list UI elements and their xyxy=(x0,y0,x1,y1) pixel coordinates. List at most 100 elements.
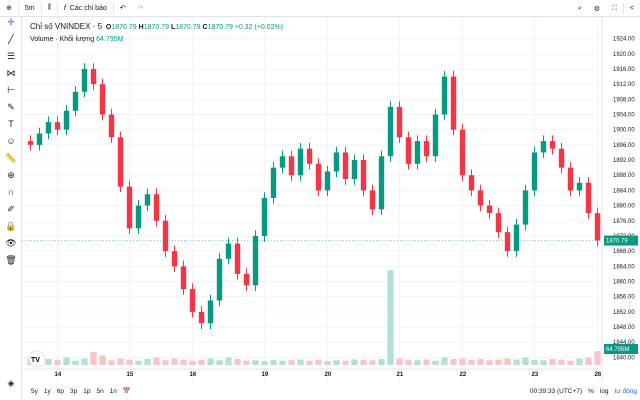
clock: 00:39:33 (UTC+7) xyxy=(529,387,583,395)
x-tick-label: 21 xyxy=(397,372,404,378)
undo-icon[interactable]: ↶ xyxy=(119,5,126,12)
lock-draw-icon[interactable]: ✐ xyxy=(7,203,15,214)
volume-label: Volume · Khối lượng xyxy=(30,36,95,43)
y-tick-label: 1868.00 xyxy=(613,249,635,255)
trendline-icon[interactable]: ╱ xyxy=(8,33,14,44)
y-tick-label: 1924.00 xyxy=(613,37,635,43)
volume-bar xyxy=(81,358,88,365)
y-tick-label: 1888.00 xyxy=(613,173,635,179)
measure-icon[interactable]: ⊢ xyxy=(7,84,15,95)
candle xyxy=(414,141,421,164)
volume-bar xyxy=(360,359,367,365)
volume-bar xyxy=(306,360,313,365)
y-tick-label: 1920.00 xyxy=(613,52,635,58)
quick-search-icon[interactable]: ⌕ xyxy=(577,4,582,12)
auto-toggle[interactable]: tự động xyxy=(614,387,637,395)
x-tick-label: 16 xyxy=(190,372,197,378)
volume-bar xyxy=(117,358,124,365)
candle xyxy=(63,110,70,130)
candle xyxy=(531,152,538,191)
trash-icon[interactable]: 🗑 xyxy=(5,254,17,265)
interval-button[interactable]: 5m xyxy=(24,4,35,12)
volume-bar xyxy=(594,351,601,365)
magnet-icon[interactable]: ∩ xyxy=(7,187,15,197)
volume-bar xyxy=(351,359,358,365)
price-chart[interactable]: 1924.00 1920.00 1916.00 1912.00 1908.00 1904.… xyxy=(22,17,640,382)
volume-bar xyxy=(504,358,511,365)
candle xyxy=(513,224,520,252)
calendar-icon[interactable]: 📅 xyxy=(122,388,132,395)
range-6p[interactable]: 6p xyxy=(56,387,64,395)
brush-icon[interactable]: ✎ xyxy=(7,101,15,112)
candle xyxy=(135,205,142,229)
candle xyxy=(216,258,223,301)
tradingview-logo-text: TV xyxy=(31,357,40,364)
candle xyxy=(396,106,403,138)
range-3p[interactable]: 3p xyxy=(69,387,78,395)
volume-value: 64.795M xyxy=(96,36,124,43)
top-toolbar: ⊕ 5m ⫼ f Các chỉ báo ↶ ↷ ⌕ ⚙ ⛶ < xyxy=(0,0,640,17)
range-5y[interactable]: 5y xyxy=(31,387,38,395)
candle xyxy=(387,106,394,157)
percent-toggle[interactable]: % xyxy=(588,387,594,395)
candle xyxy=(360,160,367,191)
candle xyxy=(180,266,187,290)
candle xyxy=(45,122,52,134)
volume-bar xyxy=(45,358,52,365)
volume-bar xyxy=(531,359,538,365)
zoom-in-icon[interactable]: ⊕ xyxy=(7,169,15,180)
redo-icon[interactable]: ↷ xyxy=(137,5,144,12)
volume-bar xyxy=(558,359,565,365)
x-tick-label: 26 xyxy=(595,372,602,378)
crosshair-icon[interactable]: ✛ xyxy=(7,16,15,27)
volume-bar xyxy=(549,358,556,365)
y-tick-label: 1884.00 xyxy=(613,188,635,194)
drawing-toolbar: ✛ ╱ ☰ ⋈ ⊢ ✎ T ☺ 📏 ⊕ ∩ ✐ 🔒 👁 🗑 ◈ xyxy=(0,17,22,400)
y-tick-label: 1900.00 xyxy=(613,128,635,134)
y-tick-label: 1880.00 xyxy=(613,204,635,210)
plus-circle-icon[interactable]: ⊕ xyxy=(6,5,12,12)
log-toggle[interactable]: log xyxy=(599,387,609,395)
emoji-icon[interactable]: ☺ xyxy=(6,136,16,146)
indicators-button[interactable]: f Các chỉ báo xyxy=(58,0,113,17)
candle xyxy=(486,205,493,214)
object-tree-icon[interactable]: ◈ xyxy=(7,377,15,388)
candle xyxy=(207,300,214,324)
symbol-title[interactable]: Chỉ số VNINDEX · 5 xyxy=(30,22,103,31)
volume-bar xyxy=(324,361,331,365)
fib-icon[interactable]: ☰ xyxy=(6,50,16,61)
volume-bar xyxy=(513,359,520,365)
candle xyxy=(369,190,376,210)
range-5n[interactable]: 5n xyxy=(96,387,104,395)
candle xyxy=(459,129,466,176)
ruler-icon[interactable]: 📏 xyxy=(5,152,17,163)
volume-bar xyxy=(522,357,529,365)
y-tick-label: 1848.00 xyxy=(613,325,635,331)
candle xyxy=(108,114,115,138)
pattern-icon[interactable]: ⋈ xyxy=(6,67,16,78)
range-1y[interactable]: 1y xyxy=(43,387,51,395)
last-price-label: 1870.79 xyxy=(606,239,628,245)
volume-bar xyxy=(252,360,259,365)
eye-icon[interactable]: 👁 xyxy=(5,237,17,248)
gear-icon[interactable]: ⚙ xyxy=(593,5,600,13)
candle xyxy=(162,220,169,252)
candles-icon[interactable]: ⫼ xyxy=(47,4,51,11)
y-tick-label: 1876.00 xyxy=(613,219,635,225)
volume-bar xyxy=(387,270,394,365)
volume-bar xyxy=(225,357,232,365)
candle xyxy=(306,148,313,164)
candle xyxy=(27,141,34,145)
share-icon[interactable]: < xyxy=(629,5,634,12)
candle xyxy=(342,152,349,180)
text-icon[interactable]: T xyxy=(8,119,14,129)
range-1p[interactable]: 1p xyxy=(83,387,91,395)
range-1n[interactable]: 1n xyxy=(109,387,117,395)
fullscreen-icon[interactable]: ⛶ xyxy=(612,4,617,12)
lock-icon[interactable]: 🔒 xyxy=(5,220,17,231)
y-tick-label: 1908.00 xyxy=(613,97,635,103)
y-tick-label: 1896.00 xyxy=(613,143,635,149)
x-tick-label: 20 xyxy=(325,372,332,378)
candle xyxy=(279,156,286,168)
y-tick-label: 1904.00 xyxy=(613,113,635,119)
